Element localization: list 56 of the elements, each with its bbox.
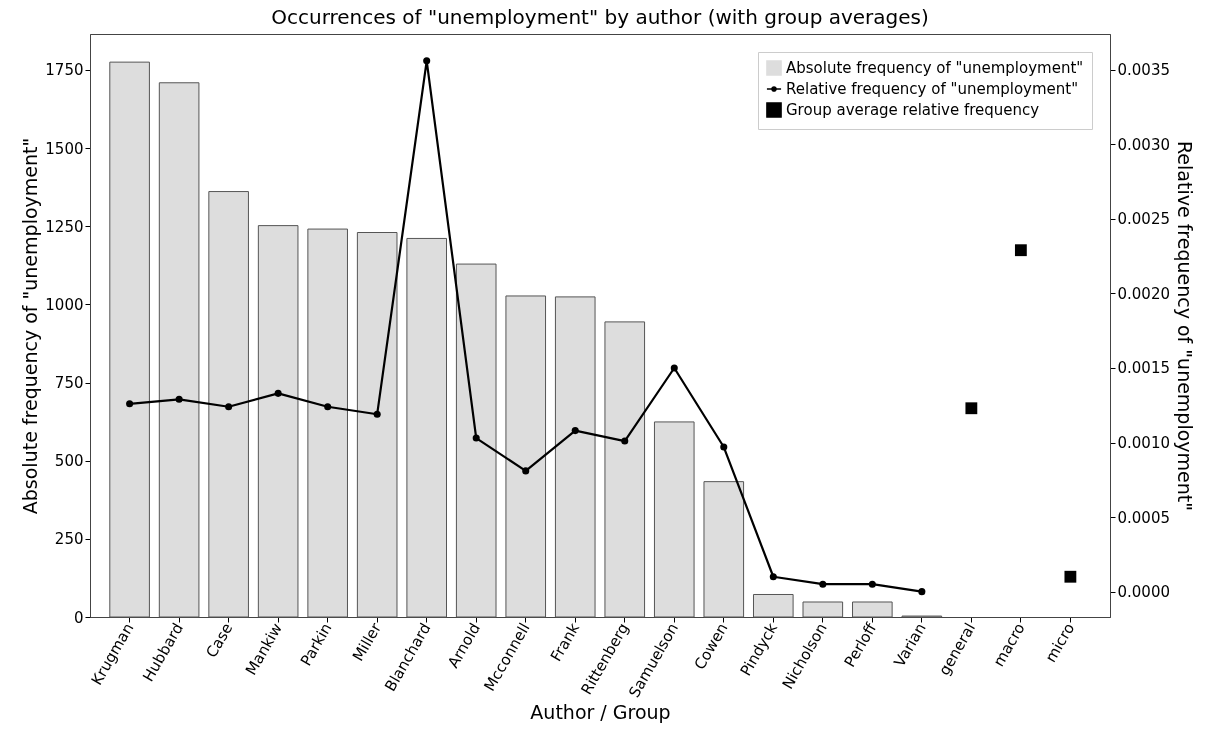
bar — [257, 225, 299, 618]
bar — [753, 593, 794, 618]
y-tick-label: 0 — [73, 608, 84, 627]
y-tick-label: 1500 — [45, 139, 84, 158]
y-tick-label: 750 — [54, 374, 84, 393]
legend-label: Relative frequency of "unemployment" — [786, 80, 1079, 98]
y-tick-label: 1250 — [45, 217, 84, 236]
y2-tick-label: 0.0015 — [1117, 359, 1170, 378]
bar — [703, 481, 745, 618]
point — [423, 57, 431, 65]
y2-tick-label: 0.0030 — [1117, 135, 1170, 154]
bar — [406, 237, 447, 618]
bar — [852, 601, 893, 618]
bar — [158, 82, 200, 618]
y2-tick-label: 0.0025 — [1117, 210, 1170, 229]
y2-axis-title: Relative frequency of "unemployment" — [1173, 140, 1196, 512]
y-tick-label: 500 — [54, 452, 84, 471]
bar — [356, 232, 398, 618]
y2-tick-label: 0.0010 — [1117, 434, 1170, 453]
y2-tick-label: 0.0005 — [1117, 508, 1170, 527]
point — [571, 427, 579, 435]
point — [472, 434, 480, 442]
bar — [554, 296, 596, 618]
point — [720, 443, 728, 451]
y-axis-title: Absolute frequency of "unemployment" — [19, 137, 42, 515]
point — [522, 467, 530, 475]
bar — [604, 321, 646, 618]
bar — [307, 228, 348, 618]
bar — [653, 421, 695, 618]
point — [918, 588, 926, 596]
y2-tick-label: 0.0000 — [1117, 583, 1170, 602]
legend-label: Group average relative frequency — [786, 101, 1040, 119]
point — [819, 580, 827, 588]
point — [769, 573, 777, 581]
y-tick-label: 250 — [54, 530, 84, 549]
legend-label: Absolute frequency of "unemployment" — [786, 59, 1084, 77]
bar — [505, 295, 547, 618]
point — [274, 389, 282, 397]
point — [621, 437, 629, 445]
bar — [109, 61, 150, 618]
point — [324, 403, 332, 411]
point — [126, 400, 134, 408]
point — [868, 580, 876, 588]
bar — [455, 263, 497, 618]
point — [225, 403, 233, 411]
bar — [802, 601, 844, 618]
x-axis-title: Author / Group — [530, 701, 671, 724]
point — [670, 364, 678, 372]
bar — [208, 191, 249, 618]
y2-tick-label: 0.0020 — [1117, 284, 1170, 303]
chart-title: Occurrences of "unemployment" by author (with group averages) — [271, 5, 929, 29]
point — [175, 395, 183, 403]
y2-tick-label: 0.0035 — [1117, 61, 1170, 80]
y-tick-label: 1000 — [45, 295, 84, 314]
y-tick-label: 1750 — [45, 61, 84, 80]
point — [373, 410, 381, 418]
